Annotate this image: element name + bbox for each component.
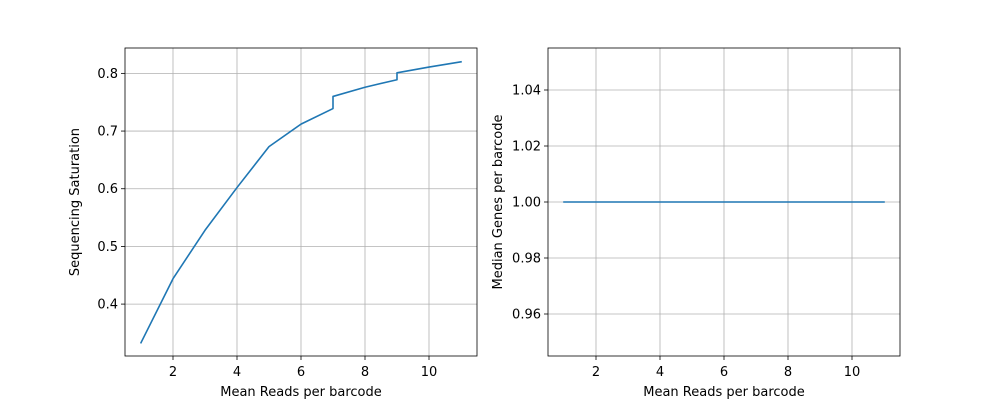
median-genes-x-axis-label: Mean Reads per barcode: [643, 385, 804, 400]
saturation-x-tick-label: 2: [169, 365, 177, 380]
saturation-y-tick-label: 0.4: [97, 298, 118, 313]
saturation-y-tick-label: 0.8: [97, 67, 118, 82]
median-genes-y-tick-label: 1.02: [512, 140, 541, 155]
median-genes-y-tick-label: 0.98: [512, 252, 541, 267]
saturation-x-tick-label: 4: [233, 365, 241, 380]
median-genes-x-tick-label: 8: [784, 365, 792, 380]
median-genes-y-tick-label: 0.96: [512, 308, 541, 323]
saturation-x-tick-label: 8: [361, 365, 369, 380]
saturation-ticks: 2 4 6 8 10 0.4 0.5 0.6 0.7 0.8: [97, 67, 437, 380]
median-genes-y-tick-label: 1.00: [512, 196, 541, 211]
saturation-series-line: [139, 60, 462, 344]
median-genes-x-tick-label: 4: [656, 365, 664, 380]
saturation-series: [139, 60, 462, 344]
saturation-subplot: 2 4 6 8 10 0.4 0.5 0.6 0.7 0.8 Mean Reads per bar…: [68, 47, 478, 400]
saturation-y-tick-label: 0.6: [97, 182, 118, 197]
saturation-y-tick-label: 0.5: [97, 240, 118, 255]
saturation-y-tick-label: 0.7: [97, 125, 118, 140]
median-genes-subplot: 2 4 6 8 10 0.96 0.98 1.00 1.02 1.04 Mean Reads pe…: [491, 47, 901, 400]
median-genes-ticks: 2 4 6 8 10 0.96 0.98 1.00 1.02 1.04: [512, 84, 860, 381]
median-genes-x-tick-label: 10: [844, 365, 861, 380]
median-genes-y-axis-label: Median Genes per barcode: [491, 115, 506, 290]
saturation-y-axis-label: Sequencing Saturation: [68, 128, 83, 276]
median-genes-x-tick-label: 6: [720, 365, 728, 380]
median-genes-x-tick-label: 2: [592, 365, 600, 380]
saturation-x-tick-label: 10: [421, 365, 438, 380]
saturation-x-tick-label: 6: [297, 365, 305, 380]
saturation-x-axis-label: Mean Reads per barcode: [220, 385, 381, 400]
median-genes-y-tick-label: 1.04: [512, 84, 541, 99]
saturation-grid: [125, 48, 477, 356]
